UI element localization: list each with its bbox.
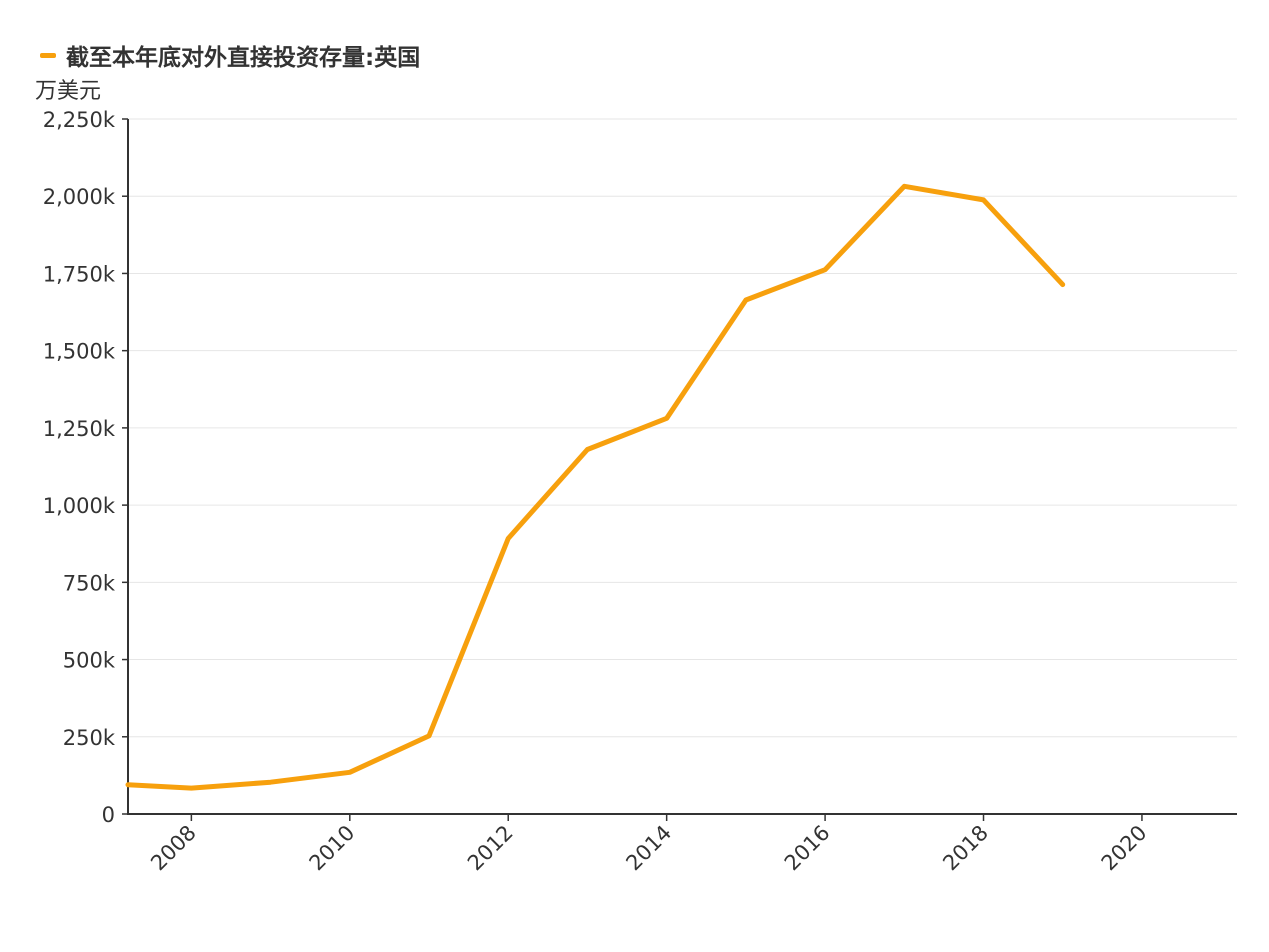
y-tick-label: 1,750k [43, 262, 116, 286]
legend-swatch [40, 52, 56, 58]
x-tick-label: 2016 [780, 821, 835, 876]
y-tick-label: 1,250k [43, 417, 116, 441]
series-line [125, 183, 1066, 791]
y-axis-unit-label: 万美元 [35, 79, 102, 104]
x-tick-label: 2014 [621, 821, 676, 876]
legend[interactable]: 截至本年底对外直接投资存量:英国 [40, 40, 421, 71]
x-tick-label: 2020 [1097, 821, 1152, 876]
y-tick-label: 1,000k [43, 494, 116, 518]
y-tick-label: 250k [63, 726, 116, 750]
y-tick-label: 750k [63, 571, 116, 595]
y-tick-label: 0 [102, 803, 115, 827]
y-tick-label: 2,000k [43, 185, 116, 209]
y-tick-label: 500k [63, 649, 116, 673]
x-tick-label: 2008 [146, 821, 201, 876]
x-tick-label: 2010 [305, 821, 360, 876]
y-tick-label: 2,250k [43, 108, 116, 132]
x-tick-label: 2012 [463, 821, 518, 876]
y-tick-label: 1,500k [43, 340, 116, 364]
legend-label: 截至本年底对外直接投资存量:英国 [66, 45, 421, 71]
x-tick-label: 2018 [938, 821, 993, 876]
